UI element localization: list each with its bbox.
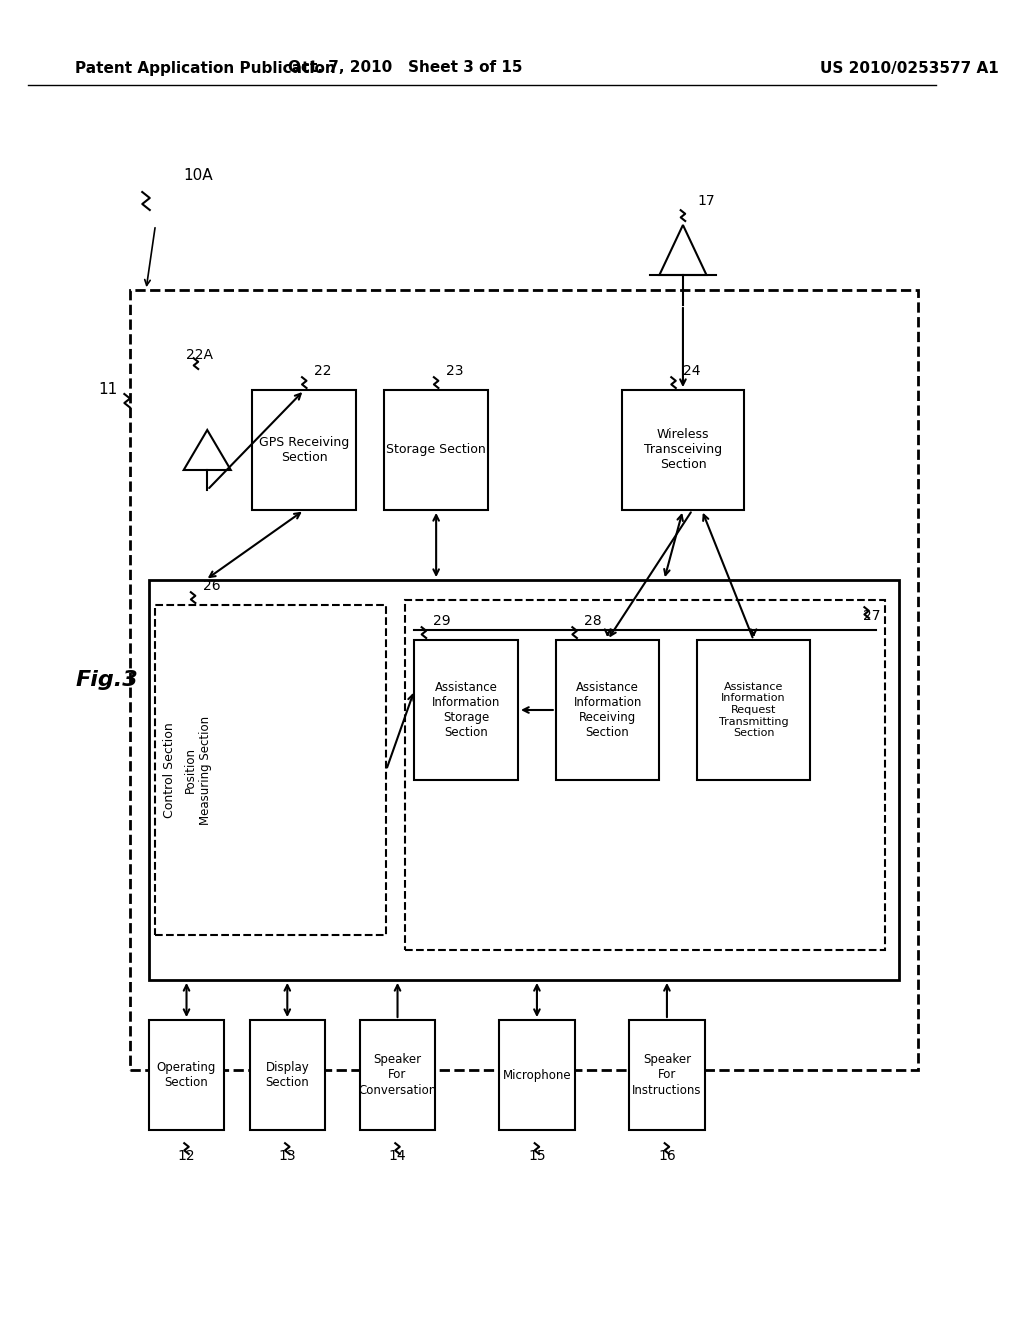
Text: 29: 29 [433, 614, 451, 628]
Text: US 2010/0253577 A1: US 2010/0253577 A1 [819, 61, 998, 75]
Text: 12: 12 [178, 1148, 196, 1163]
FancyBboxPatch shape [415, 640, 518, 780]
FancyBboxPatch shape [622, 389, 744, 510]
Text: 24: 24 [683, 364, 700, 378]
FancyBboxPatch shape [156, 605, 386, 935]
FancyBboxPatch shape [384, 389, 488, 510]
FancyBboxPatch shape [630, 1020, 705, 1130]
Text: 27: 27 [863, 609, 881, 623]
FancyBboxPatch shape [500, 1020, 574, 1130]
Text: 17: 17 [697, 194, 715, 209]
FancyBboxPatch shape [250, 1020, 325, 1130]
Text: Position
Measuring Section: Position Measuring Section [184, 715, 212, 825]
Text: 11: 11 [98, 383, 118, 397]
Text: 28: 28 [584, 614, 602, 628]
Text: Display
Section: Display Section [265, 1061, 309, 1089]
FancyBboxPatch shape [148, 1020, 224, 1130]
Text: 22: 22 [313, 364, 331, 378]
Text: Assistance
Information
Request
Transmitting
Section: Assistance Information Request Transmitt… [719, 682, 788, 738]
Text: GPS Receiving
Section: GPS Receiving Section [259, 436, 349, 465]
Text: Storage Section: Storage Section [386, 444, 486, 457]
Text: 23: 23 [445, 364, 463, 378]
Text: Speaker
For
Instructions: Speaker For Instructions [632, 1053, 701, 1097]
Text: Oct. 7, 2010   Sheet 3 of 15: Oct. 7, 2010 Sheet 3 of 15 [288, 61, 522, 75]
Text: Operating
Section: Operating Section [157, 1061, 216, 1089]
FancyBboxPatch shape [697, 640, 810, 780]
Text: Control Section: Control Section [163, 722, 176, 818]
Text: 14: 14 [389, 1148, 407, 1163]
FancyBboxPatch shape [130, 290, 918, 1071]
Text: Fig.3: Fig.3 [76, 671, 138, 690]
FancyBboxPatch shape [359, 1020, 435, 1130]
Text: Microphone: Microphone [503, 1068, 571, 1081]
Text: 15: 15 [528, 1148, 546, 1163]
Text: 26: 26 [203, 579, 220, 593]
Text: Wireless
Transceiving
Section: Wireless Transceiving Section [644, 429, 722, 471]
FancyBboxPatch shape [148, 579, 899, 979]
Text: Assistance
Information
Storage
Section: Assistance Information Storage Section [432, 681, 501, 739]
Text: 10A: 10A [183, 168, 213, 182]
FancyBboxPatch shape [556, 640, 659, 780]
Text: Assistance
Information
Receiving
Section: Assistance Information Receiving Section [573, 681, 642, 739]
Text: Speaker
For
Conversation: Speaker For Conversation [358, 1053, 436, 1097]
FancyBboxPatch shape [406, 601, 886, 950]
Text: 16: 16 [658, 1148, 676, 1163]
FancyBboxPatch shape [253, 389, 356, 510]
Text: 13: 13 [279, 1148, 296, 1163]
Text: Patent Application Publication: Patent Application Publication [76, 61, 336, 75]
Text: 22A: 22A [185, 348, 213, 362]
